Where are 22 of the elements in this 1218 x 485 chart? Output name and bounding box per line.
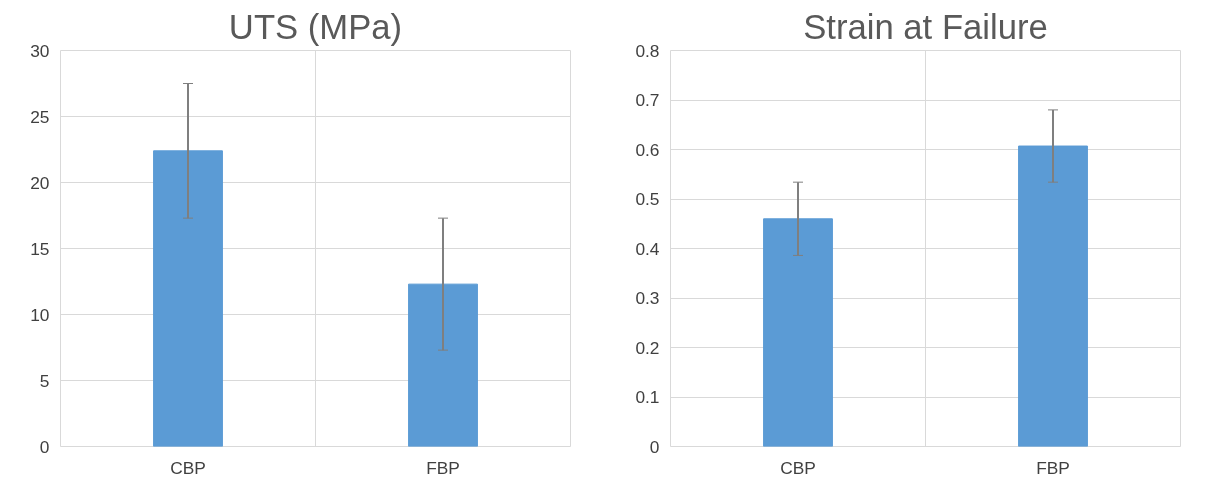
x-tick-label: CBP: [170, 457, 206, 478]
y-tick-label: 0.3: [635, 288, 660, 308]
chart-title: UTS (MPa): [228, 7, 403, 46]
x-tick-label: FBP: [1036, 457, 1070, 478]
y-tick-label: 10: [30, 304, 50, 325]
y-tick-label: 0.7: [635, 90, 660, 110]
y-tick-label: 0.2: [635, 337, 660, 358]
y-tick-label: 15: [30, 238, 50, 259]
x-tick-label: CBP: [780, 457, 816, 478]
y-tick-label: 0: [649, 436, 660, 457]
y-tick-label: 5: [39, 370, 50, 391]
y-tick-label: 0.8: [635, 40, 660, 61]
x-tick-label: FBP: [426, 457, 460, 478]
chart-title: Strain at Failure: [803, 7, 1048, 46]
y-tick-label: 30: [30, 40, 50, 61]
y-tick-label: 0.5: [635, 189, 660, 209]
y-tick-label: 0.1: [635, 387, 660, 407]
y-tick-label: 0: [39, 436, 50, 457]
y-tick-label: 25: [30, 106, 50, 127]
y-tick-label: 0.4: [635, 238, 660, 259]
y-tick-label: 0.6: [635, 139, 660, 160]
y-tick-label: 20: [30, 172, 50, 193]
